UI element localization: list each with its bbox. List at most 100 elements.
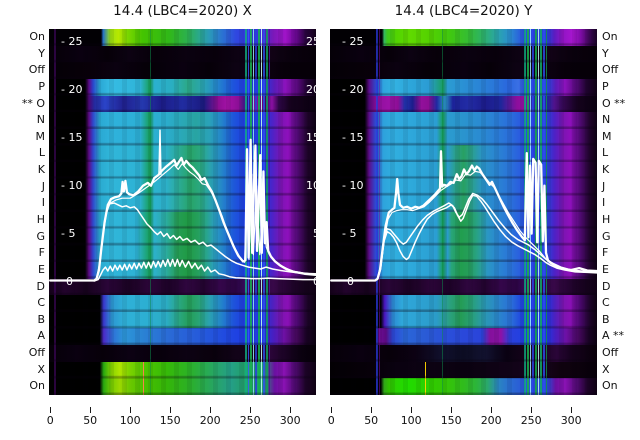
y-tick-label-right-clipped: 0 bbox=[290, 274, 316, 290]
y-tick-label: - 20 bbox=[61, 82, 83, 96]
artifact-streak bbox=[376, 29, 378, 395]
x-tick-mark bbox=[169, 407, 171, 413]
y-tick-label: - 25 bbox=[61, 35, 83, 49]
x-tick-label: 100 bbox=[119, 414, 141, 427]
row-label-right-13: F bbox=[602, 246, 609, 260]
row-label-left-17: B bbox=[37, 312, 45, 326]
row-label-right-12: G bbox=[602, 229, 611, 243]
x-tick-mark bbox=[530, 407, 532, 413]
trace-main-bundle bbox=[330, 150, 597, 282]
x-tick-label: 200 bbox=[199, 414, 221, 427]
row-label-left-6: M bbox=[35, 129, 46, 143]
artifact-streak bbox=[546, 29, 547, 395]
x-tick-mark bbox=[129, 407, 131, 413]
row-label-right-8: K bbox=[602, 163, 610, 177]
artifact-streak bbox=[143, 362, 145, 395]
x-tick-mark bbox=[89, 407, 91, 413]
y-tick-label: - 20 bbox=[342, 82, 364, 96]
row-label-left-15: D bbox=[36, 279, 45, 293]
row-label-left-20: X bbox=[37, 362, 45, 376]
x-tick-label: 150 bbox=[159, 414, 181, 427]
x-tick-label: 300 bbox=[279, 414, 301, 427]
row-label-right-2: Off bbox=[602, 63, 619, 77]
artifact-streak bbox=[425, 362, 427, 395]
heatmap-row-on-0 bbox=[49, 29, 316, 47]
y-tick-label: - 5 bbox=[61, 226, 76, 240]
artifact-streak bbox=[269, 29, 270, 395]
row-label-right-14: E bbox=[602, 262, 609, 276]
x-tick-label: 300 bbox=[560, 414, 582, 427]
row-label-left-7: L bbox=[38, 146, 45, 160]
row-label-left-16: C bbox=[37, 296, 45, 310]
x-tick-label: 0 bbox=[327, 414, 335, 427]
column-texture-overlay bbox=[49, 29, 316, 395]
artifact-streak bbox=[379, 29, 380, 395]
x-tick-mark bbox=[570, 407, 572, 413]
heatmap-row-off-2 bbox=[49, 62, 316, 80]
row-banding-overlay bbox=[49, 29, 316, 395]
row-label-right-4: O ** bbox=[602, 96, 626, 110]
heatmap-row-o-4 bbox=[49, 95, 316, 113]
row-label-right-17: B bbox=[602, 312, 610, 326]
row-label-right-15: D bbox=[602, 279, 611, 293]
trace-dip-2 bbox=[376, 192, 597, 280]
row-label-left-19: Off bbox=[28, 346, 45, 360]
row-label-right-9: J bbox=[602, 179, 606, 193]
artifact-streak bbox=[442, 29, 443, 395]
x-tick-label: 100 bbox=[400, 414, 422, 427]
x-tick-label: 50 bbox=[83, 414, 98, 427]
row-label-left-1: Y bbox=[38, 46, 45, 60]
trace-bundle-2 bbox=[93, 163, 316, 282]
trace-main-bundle bbox=[49, 138, 316, 282]
x-tick-mark bbox=[490, 407, 492, 413]
trace-bundle-2 bbox=[377, 170, 597, 281]
row-label-left-4: ** O bbox=[21, 96, 45, 110]
x-tick-mark bbox=[330, 407, 332, 413]
row-label-right-20: X bbox=[602, 362, 610, 376]
y-tick-label-right-clipped: 5 bbox=[290, 226, 316, 242]
x-tick-mark bbox=[49, 407, 51, 413]
x-tick-mark bbox=[450, 407, 452, 413]
row-label-right-16: C bbox=[602, 296, 610, 310]
x-tick-label: 200 bbox=[480, 414, 502, 427]
x-tick-label: 150 bbox=[440, 414, 462, 427]
heatmap-row-off-19 bbox=[49, 345, 316, 363]
x-tick-label: 250 bbox=[520, 414, 542, 427]
heatmap-row-n-5 bbox=[49, 112, 316, 130]
trace-low-trace bbox=[93, 258, 316, 282]
row-label-left-0: On bbox=[29, 30, 45, 43]
row-label-left-8: K bbox=[37, 163, 45, 177]
row-label-left-3: P bbox=[38, 79, 45, 93]
heatmap-row-p-3 bbox=[49, 78, 316, 97]
heatmap-row-y-1 bbox=[49, 45, 316, 63]
y-tick-label-right-clipped: 10 bbox=[306, 178, 316, 192]
y-tick-label: - 15 bbox=[61, 130, 83, 144]
row-label-right-21: On bbox=[602, 379, 618, 393]
y-tick-label-right-clipped: 15 bbox=[306, 130, 316, 144]
row-label-right-10: I bbox=[602, 196, 606, 210]
row-label-right-18: A ** bbox=[602, 329, 625, 343]
x-tick-label: 0 bbox=[46, 414, 54, 427]
artifact-streak bbox=[150, 29, 151, 395]
trace-overlay bbox=[330, 150, 597, 282]
row-label-left-2: Off bbox=[28, 63, 45, 77]
row-label-right-0: On bbox=[602, 30, 618, 43]
trace-spike bbox=[158, 129, 162, 175]
row-label-left-13: F bbox=[38, 246, 45, 260]
row-label-right-1: Y bbox=[602, 46, 609, 60]
x-tick-label: 250 bbox=[239, 414, 261, 427]
row-label-right-5: N bbox=[602, 113, 611, 127]
heatmap-panel-x: - 2525- 2020- 1515- 1010- 5500 bbox=[49, 29, 316, 395]
heatmap-row-on-21 bbox=[49, 378, 316, 395]
row-label-left-14: E bbox=[38, 262, 45, 276]
row-label-left-18: A bbox=[37, 329, 45, 343]
row-label-left-11: H bbox=[36, 213, 45, 226]
y-tick-label: - 10 bbox=[342, 178, 364, 192]
row-label-right-3: P bbox=[602, 79, 609, 93]
artifact-streak bbox=[540, 29, 542, 395]
row-label-right-7: L bbox=[602, 146, 609, 160]
row-label-left-21: On bbox=[29, 379, 45, 393]
y-tick-label: - 5 bbox=[342, 226, 357, 240]
